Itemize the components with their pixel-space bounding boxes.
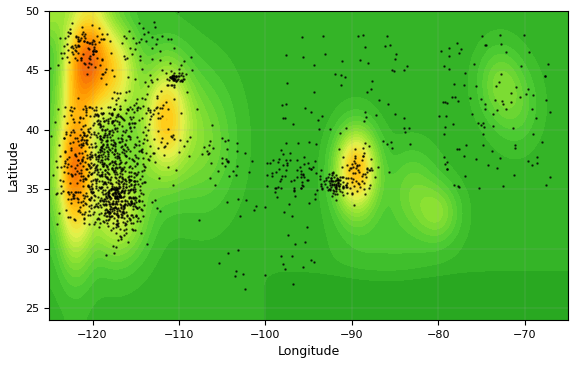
X-axis label: Longitude: Longitude — [278, 345, 340, 358]
Y-axis label: Latitude: Latitude — [7, 139, 20, 191]
